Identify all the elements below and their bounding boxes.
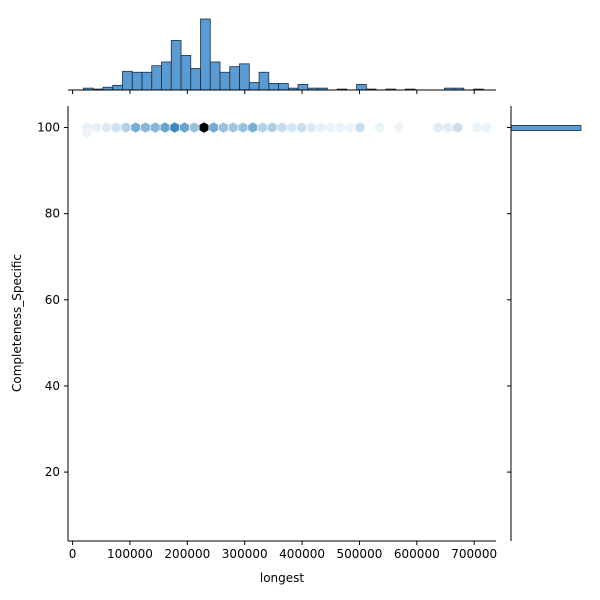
hexbin-cell [238,122,248,133]
hexbin-cell [111,122,121,133]
x-histogram-bar [122,70,133,91]
hexbin-cell [92,122,102,133]
x-histogram-bar [151,65,162,91]
x-histogram-bar [141,71,153,91]
x-histogram-bar [209,61,221,91]
hexbin-cell [82,127,92,138]
hexbin-cell [443,122,453,133]
hexbin-cell [306,122,316,133]
hexbin-cell [121,122,131,133]
x-tick-label: 200000 [164,547,210,561]
x-tick-label: 500000 [337,547,383,561]
x-histogram-bars [83,18,484,91]
hexbin-cell [160,122,170,133]
x-histogram-bar [239,63,250,91]
x-histogram-bar [297,83,309,91]
hexbin-cell [189,122,199,133]
y-tick-label: 80 [45,207,60,221]
x-histogram-bar [278,83,289,91]
x-histogram-bar [170,40,182,91]
x-axis-label: longest [260,571,305,585]
y-histogram-bars [510,124,582,131]
x-histogram-bar [131,71,143,91]
joint-hexbin-plot: 0 100000 200000 300000 400000 500000 600000 700… [10,106,497,585]
hexbin-cell [453,122,463,133]
hexbin-cell [140,122,150,133]
x-tick-label: 0 [69,547,77,561]
x-histogram-bar [200,18,211,91]
x-histogram-bar [180,55,192,91]
x-histogram-bar [268,83,279,91]
x-tick-label: 700000 [451,547,497,561]
hexbin-cell [316,122,326,133]
hexbin-cell [277,122,287,133]
x-histogram-bar [219,71,231,91]
x-tick-label: 400000 [279,547,325,561]
y-marginal-ticks [507,127,511,473]
hexbin-cell [287,122,297,133]
x-histogram-bar [248,82,260,91]
x-tick-label: 100000 [107,547,153,561]
x-histogram-bar [356,83,367,91]
hexbin-cell [170,122,180,133]
hexbin-cell [336,122,346,133]
x-tick-label: 300000 [222,547,268,561]
hexbin-cell [482,122,492,133]
hexbin-cell [433,122,443,133]
y-histogram-bar [510,124,582,131]
hexbin-cell [257,122,267,133]
x-histogram-bar [258,71,270,91]
y-tick-label: 100 [37,121,60,135]
hexbin-cell [472,122,482,133]
x-histogram-bar [112,84,123,91]
hexbin-cell [218,122,228,133]
hexbin-cell [355,122,365,133]
hexbin-cell [326,122,336,133]
hexbin-cell [179,122,189,133]
x-tick-label: 600000 [394,547,440,561]
hexbin-cell [150,122,160,133]
hexbin-cell [394,122,404,133]
y-axis-label: Completeness_Specific [10,254,24,392]
hexbin-cell [228,122,238,133]
y-axis-ticks: 20 40 60 80 100 [37,121,68,479]
hexbin-cell [297,122,307,133]
hexbin-cell [199,122,209,133]
hexbin-cell [131,122,141,133]
hexbin-cell [209,122,219,133]
x-histogram-bar [190,68,201,91]
hexbin-layer [82,122,492,138]
hexbin-cell [267,122,277,133]
hexbin-cell [345,122,355,133]
x-marginal-ticks [72,90,475,94]
hexbin-cell [375,122,385,133]
x-axis-ticks: 0 100000 200000 300000 400000 500000 600000 700… [69,541,497,561]
hexbin-cell [101,122,111,133]
x-histogram-bar [229,66,240,91]
x-marginal-histogram [68,18,496,94]
y-marginal-histogram [507,106,582,541]
y-tick-label: 20 [45,465,60,479]
x-histogram-bar [161,61,172,91]
y-tick-label: 40 [45,379,60,393]
hexbin-cell [248,122,258,133]
y-tick-label: 60 [45,293,60,307]
